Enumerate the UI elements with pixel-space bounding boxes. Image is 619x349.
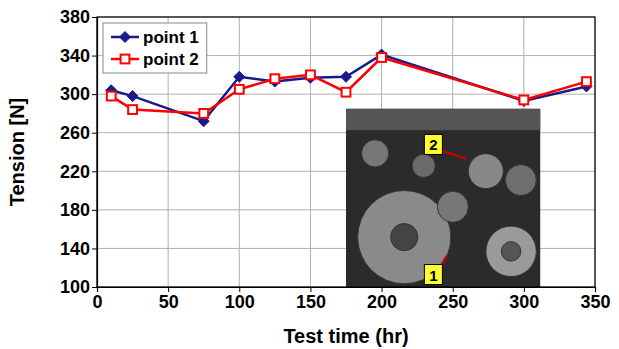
tick-mark xyxy=(92,171,97,172)
tick: 300 xyxy=(60,84,97,104)
tick: 300 xyxy=(509,287,539,312)
series-marker xyxy=(235,85,244,94)
grid xyxy=(97,17,595,287)
annotation-box xyxy=(424,265,442,285)
series-marker xyxy=(377,53,386,62)
series-group xyxy=(106,49,592,127)
legend-marker xyxy=(121,55,130,64)
tick: 0 xyxy=(92,287,102,312)
tick-label: 140 xyxy=(60,239,90,259)
legend-label: point 2 xyxy=(143,50,199,69)
tick: 250 xyxy=(438,287,468,312)
series-marker xyxy=(270,74,279,83)
photo-detail xyxy=(391,224,418,251)
tick-label: 300 xyxy=(60,84,90,104)
tick: 260 xyxy=(60,123,97,143)
series-marker xyxy=(234,71,245,82)
chart: 1 2 0 50 100 150 200 250 300 350 100 140 180 220 260 30… xyxy=(0,0,619,349)
series-marker xyxy=(341,71,352,82)
tick-mark xyxy=(92,287,97,288)
tick-label: 200 xyxy=(367,292,397,312)
photo-detail xyxy=(501,242,520,261)
annotation-arrow xyxy=(441,150,466,158)
tick: 380 xyxy=(60,7,97,27)
tick-mark xyxy=(92,17,97,18)
tick-label: 300 xyxy=(509,292,539,312)
photo-detail xyxy=(505,165,536,196)
series-marker xyxy=(518,95,529,106)
legend: point 1 point 2 xyxy=(103,23,207,73)
photo-detail xyxy=(437,191,468,222)
series-marker xyxy=(128,105,137,114)
photo-detail xyxy=(358,190,451,283)
tick: 340 xyxy=(60,46,97,66)
photo-detail xyxy=(468,154,503,189)
y-axis-title: Tension [N] xyxy=(6,98,28,207)
tick: 150 xyxy=(296,287,326,312)
tick-mark xyxy=(92,133,97,134)
tick-label: 50 xyxy=(159,292,179,312)
photo-belt xyxy=(346,109,540,130)
tick-label: 220 xyxy=(60,162,90,182)
annotation-label: 1 xyxy=(429,267,437,284)
plot-frame xyxy=(97,17,595,287)
legend-box xyxy=(103,23,207,73)
tick: 220 xyxy=(60,162,97,182)
legend-marker xyxy=(120,32,131,43)
legend-label: point 1 xyxy=(143,28,199,47)
plot: 1 2 0 50 100 150 200 250 300 350 100 140 180 220 260 30… xyxy=(60,7,611,312)
series-marker xyxy=(127,91,138,102)
series-marker xyxy=(107,92,116,101)
tick-label: 0 xyxy=(92,292,102,312)
tick-label: 260 xyxy=(60,123,90,143)
annotation-box xyxy=(424,134,442,154)
grid-line xyxy=(239,17,240,287)
tick: 140 xyxy=(60,239,97,259)
tick-label: 180 xyxy=(60,200,90,220)
tick-label: 100 xyxy=(225,292,255,312)
tick-mark xyxy=(92,248,97,249)
tick: 100 xyxy=(225,287,255,312)
tick-label: 350 xyxy=(580,292,610,312)
annotation-arrow xyxy=(441,255,447,265)
tick: 100 xyxy=(60,277,97,297)
photo-inset xyxy=(346,109,540,287)
annotation-label: 2 xyxy=(429,136,437,153)
tick-label: 340 xyxy=(60,46,90,66)
photo-background xyxy=(346,109,540,287)
tick-mark xyxy=(92,210,97,211)
tick-label: 250 xyxy=(438,292,468,312)
y-axis: 100 140 180 220 260 300 340 380 xyxy=(60,7,98,297)
photo-detail xyxy=(412,154,435,177)
series-marker xyxy=(342,88,351,97)
grid-line xyxy=(310,17,311,287)
x-axis-title: Test time (hr) xyxy=(283,325,408,347)
photo-detail xyxy=(362,140,389,167)
tick-label: 150 xyxy=(296,292,326,312)
x-axis: 0 50 100 150 200 250 300 350 xyxy=(92,287,610,312)
tick: 180 xyxy=(60,200,97,220)
series-marker xyxy=(519,96,528,105)
tick: 350 xyxy=(580,287,610,312)
tick-mark xyxy=(92,94,97,95)
series-marker xyxy=(306,70,315,79)
tick: 50 xyxy=(159,287,179,312)
tick-mark xyxy=(92,56,97,57)
tick: 200 xyxy=(367,287,397,312)
tick-label: 380 xyxy=(60,7,90,27)
photo-detail xyxy=(486,226,536,276)
series-marker xyxy=(582,77,591,86)
series-marker xyxy=(199,109,208,118)
tick-label: 100 xyxy=(60,277,90,297)
